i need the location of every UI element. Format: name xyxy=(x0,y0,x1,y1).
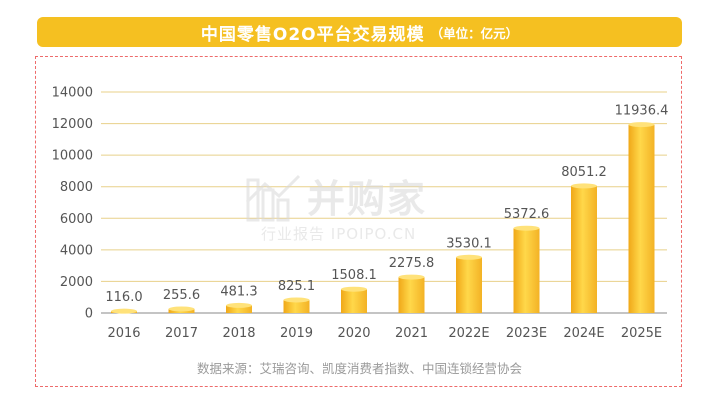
bar xyxy=(456,257,482,313)
bar xyxy=(571,185,597,313)
x-tick-label: 2024E xyxy=(563,326,604,341)
y-tick-label: 10000 xyxy=(52,149,93,164)
bar-cap xyxy=(628,122,655,128)
watermark-sub: 行业报告 IPOIPO.CN xyxy=(261,225,417,243)
data-label: 8051.2 xyxy=(561,165,607,180)
bar xyxy=(226,305,252,313)
chart-unit: （单位：亿元） xyxy=(430,25,519,41)
y-tick-label: 8000 xyxy=(60,180,93,195)
bar-cap xyxy=(456,254,482,260)
bar xyxy=(341,289,367,313)
y-tick-label: 12000 xyxy=(52,117,93,132)
bar-cap xyxy=(571,183,597,189)
y-tick-label: 0 xyxy=(85,307,93,322)
bar-cap xyxy=(168,306,195,312)
data-label: 1508.1 xyxy=(331,268,377,283)
data-label: 481.3 xyxy=(220,284,257,299)
y-tick-label: 2000 xyxy=(60,275,93,290)
x-tick-label: 2023E xyxy=(506,326,547,341)
bar-cap xyxy=(341,286,367,292)
source-note: 数据来源：艾瑞咨询、凯度消费者指数、中国连锁经营协会 xyxy=(196,361,522,376)
data-label: 116.0 xyxy=(105,290,142,305)
title-bar: 中国零售O2O平台交易规模 （单位：亿元） xyxy=(37,17,682,47)
data-label: 825.1 xyxy=(278,279,315,294)
y-tick-label: 4000 xyxy=(60,243,93,258)
bar-cap xyxy=(226,302,252,308)
x-tick-label: 2017 xyxy=(165,326,198,341)
y-tick-label: 14000 xyxy=(52,86,93,101)
bar xyxy=(283,299,310,313)
bar-cap xyxy=(398,274,425,280)
x-tick-label: 2021 xyxy=(395,326,428,341)
watermark-main: 并购家 xyxy=(307,177,428,221)
chart-title: 中国零售O2O平台交易规模 xyxy=(200,24,425,45)
x-tick-label: 2020 xyxy=(337,326,370,341)
bar xyxy=(398,277,425,313)
bar xyxy=(513,228,540,313)
x-tick-label: 2022E xyxy=(448,326,489,341)
y-tick-label: 6000 xyxy=(60,212,93,227)
data-label: 11936.4 xyxy=(615,104,669,119)
x-tick-label: 2018 xyxy=(222,326,255,341)
bar xyxy=(628,124,655,313)
bar-cap xyxy=(513,225,540,231)
data-label: 2275.8 xyxy=(389,256,435,271)
x-tick-label: 2025E xyxy=(621,326,662,341)
bar-cap xyxy=(283,297,310,303)
bar-cap xyxy=(111,308,137,314)
watermark: 并购家 行业报告 IPOIPO.CN xyxy=(245,168,475,250)
data-label: 3530.1 xyxy=(446,236,492,251)
x-tick-label: 2016 xyxy=(107,326,140,341)
watermark-logo-icon xyxy=(245,174,301,222)
data-label: 255.6 xyxy=(163,288,200,303)
chart-frame xyxy=(35,56,682,387)
x-tick-label: 2019 xyxy=(280,326,313,341)
data-label: 5372.6 xyxy=(504,207,550,222)
